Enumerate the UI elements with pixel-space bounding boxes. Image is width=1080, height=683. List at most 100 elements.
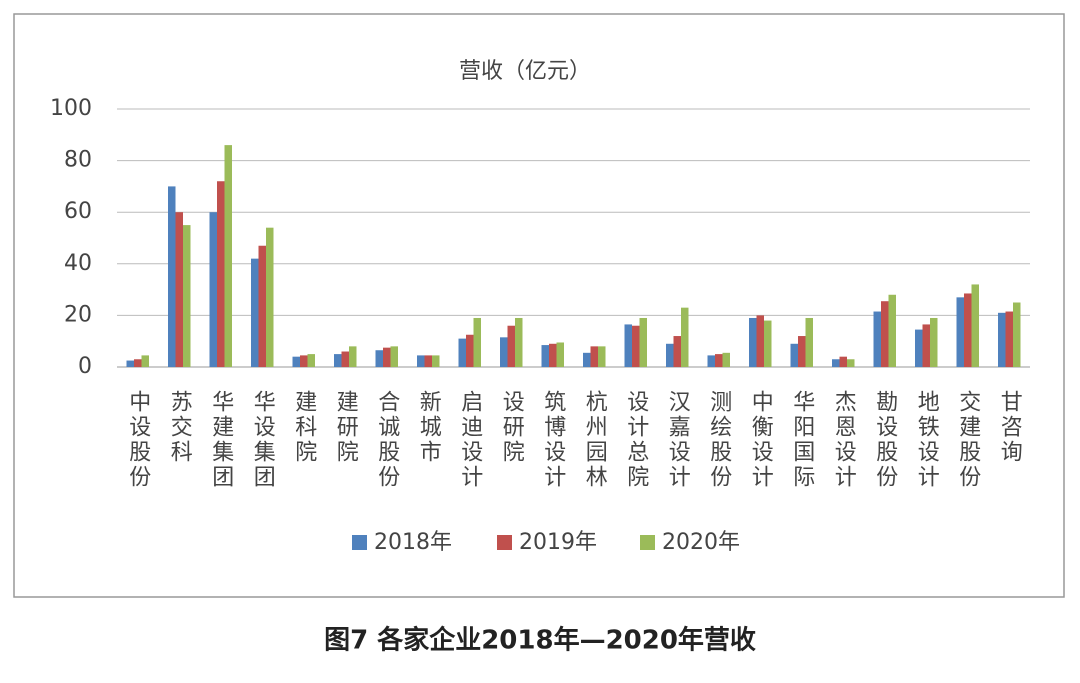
y-tick-label: 60 xyxy=(64,199,92,224)
bar xyxy=(126,360,134,367)
bar xyxy=(224,145,232,367)
bar xyxy=(722,352,730,367)
bar xyxy=(466,334,474,367)
x-tick-label: 中设股份 xyxy=(125,390,151,490)
bar xyxy=(590,346,598,367)
bar xyxy=(681,307,689,367)
x-tick-label: 华设集团 xyxy=(250,390,276,490)
x-tick-label: 测绘股份 xyxy=(706,390,732,490)
y-tick-label: 80 xyxy=(64,148,92,173)
bar xyxy=(556,342,564,367)
bar xyxy=(473,317,481,367)
bar xyxy=(209,212,217,367)
bar xyxy=(541,345,549,367)
bar xyxy=(383,347,391,367)
bar xyxy=(707,355,715,367)
x-tick-label: 勘设股份 xyxy=(872,390,898,490)
x-tick-label: 甘咨询 xyxy=(997,390,1023,465)
bar xyxy=(251,258,259,367)
bar xyxy=(507,325,515,367)
x-tick-label: 筑博设计 xyxy=(540,390,566,490)
bar xyxy=(375,350,383,367)
x-tick-label: 交建股份 xyxy=(955,390,981,490)
bar xyxy=(847,359,855,367)
bar xyxy=(922,324,930,367)
bar xyxy=(915,329,923,367)
x-tick-label: 新城市 xyxy=(416,390,442,465)
x-tick-label: 汉嘉设计 xyxy=(665,390,691,490)
bar xyxy=(292,356,300,367)
bar xyxy=(798,336,806,367)
bar xyxy=(764,320,772,367)
bar xyxy=(168,186,176,367)
bar xyxy=(458,338,466,367)
bar xyxy=(673,336,681,367)
bar xyxy=(624,324,632,367)
bar xyxy=(175,212,183,367)
bar xyxy=(583,352,591,367)
caption: 图7 各家企业2018年—2020年营收 xyxy=(324,625,756,656)
bar xyxy=(390,346,398,367)
bar xyxy=(1013,302,1021,367)
bar xyxy=(424,355,432,367)
bar xyxy=(639,317,647,367)
bar xyxy=(334,354,342,367)
bar xyxy=(217,181,225,367)
y-tick-label: 0 xyxy=(78,354,92,379)
x-tick-label: 建研院 xyxy=(333,390,359,465)
legend-label: 2019年 xyxy=(519,530,597,555)
bar xyxy=(888,294,896,367)
bar xyxy=(756,315,764,367)
legend-swatch xyxy=(497,535,512,550)
bar xyxy=(515,317,523,367)
bar xyxy=(749,317,757,367)
bar xyxy=(1005,311,1013,367)
legend-label: 2020年 xyxy=(662,530,740,555)
x-tick-label: 建科院 xyxy=(291,390,317,465)
x-tick-label: 启迪设计 xyxy=(457,390,483,490)
x-tick-label: 杭州园林 xyxy=(582,390,608,490)
legend-swatch xyxy=(352,535,367,550)
bar xyxy=(549,343,557,367)
bar xyxy=(183,225,191,367)
x-tick-label: 设计总院 xyxy=(623,390,649,490)
x-tick-label: 地铁设计 xyxy=(914,390,940,490)
bar xyxy=(805,317,813,367)
x-tick-label: 中衡设计 xyxy=(748,390,774,490)
x-tick-label: 苏交科 xyxy=(167,390,193,465)
legend-swatch xyxy=(640,535,655,550)
bar xyxy=(598,346,606,367)
bar xyxy=(881,301,889,367)
x-tick-label: 华阳国际 xyxy=(789,390,814,490)
bar xyxy=(715,354,723,367)
legend-label: 2018年 xyxy=(374,530,452,555)
bar xyxy=(964,293,972,367)
bar xyxy=(432,355,440,367)
y-tick-label: 20 xyxy=(64,302,92,327)
bar xyxy=(930,317,938,367)
x-tick-label: 杰恩设计 xyxy=(831,390,857,490)
y-tick-label: 40 xyxy=(64,251,92,276)
bar xyxy=(998,312,1006,367)
x-tick-label: 华建集团 xyxy=(208,390,234,490)
bar xyxy=(832,359,840,367)
bar xyxy=(839,356,847,367)
bar xyxy=(141,355,149,367)
y-tick-label: 100 xyxy=(50,96,92,121)
bar xyxy=(790,343,798,367)
bar xyxy=(417,355,425,367)
bar xyxy=(873,311,881,367)
x-tick-label: 合诚股份 xyxy=(374,390,400,490)
bar xyxy=(266,227,274,367)
bar xyxy=(971,284,979,367)
bar xyxy=(666,343,674,367)
bar xyxy=(300,355,308,367)
chart-title: 营收（亿元） xyxy=(459,59,591,84)
bar xyxy=(500,337,508,367)
bar xyxy=(307,354,315,367)
bar xyxy=(258,245,266,367)
bar xyxy=(341,351,349,367)
bar xyxy=(956,297,964,367)
